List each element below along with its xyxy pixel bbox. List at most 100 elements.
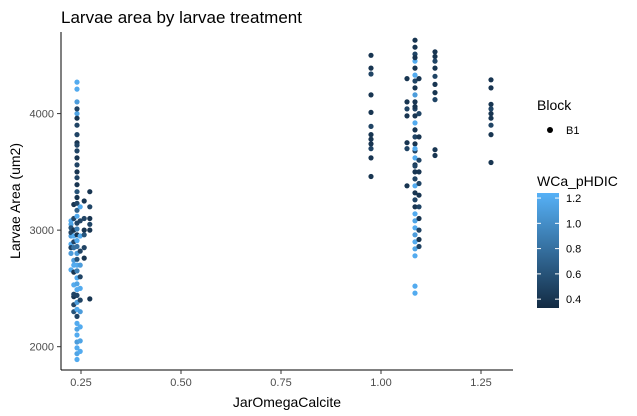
data-point <box>74 268 80 274</box>
data-point <box>87 215 93 222</box>
data-point <box>368 65 374 71</box>
data-point <box>74 243 80 250</box>
data-point <box>488 132 494 138</box>
data-point <box>87 221 93 227</box>
data-point <box>412 211 418 217</box>
data-point <box>488 115 494 121</box>
data-point <box>412 290 418 296</box>
data-point <box>74 194 80 201</box>
data-point <box>488 159 494 166</box>
data-point <box>416 204 422 210</box>
data-point <box>432 65 438 71</box>
data-point <box>368 136 374 142</box>
data-point <box>77 348 83 354</box>
data-point <box>77 204 83 210</box>
data-point <box>368 155 374 161</box>
data-point <box>488 122 494 128</box>
plot-panel: 0.25 0.50 0.75 1.00 1.25 2000 3000 4000 <box>30 32 513 389</box>
data-point <box>74 332 80 338</box>
y-tick-label: 4000 <box>30 109 54 121</box>
legend-block: Block B1 <box>537 97 579 137</box>
colorbar-tick-label: 0.8 <box>566 244 581 256</box>
data-point <box>416 134 422 140</box>
data-point <box>368 92 374 98</box>
data-point <box>368 123 374 129</box>
data-point <box>488 106 494 112</box>
x-tick-label: 0.75 <box>270 377 291 389</box>
x-axis-title: JarOmegaCalcite <box>233 394 341 410</box>
y-tick-label: 2000 <box>30 342 54 354</box>
data-point <box>74 79 80 85</box>
data-point <box>77 324 83 330</box>
data-point <box>416 243 422 250</box>
data-point <box>87 204 93 210</box>
data-point <box>77 233 83 239</box>
data-point <box>81 245 87 251</box>
data-point <box>416 215 422 222</box>
y-tick-label: 3000 <box>30 225 54 237</box>
data-point <box>412 146 418 152</box>
data-point <box>77 338 83 344</box>
data-point <box>404 106 410 112</box>
data-point <box>74 162 80 168</box>
data-point <box>412 204 418 210</box>
data-point <box>412 283 418 289</box>
data-point <box>87 189 93 195</box>
data-point <box>412 72 418 78</box>
data-point <box>416 180 422 187</box>
data-point <box>368 132 374 138</box>
data-point <box>74 292 80 298</box>
data-point <box>368 52 374 58</box>
data-point <box>74 207 80 213</box>
data-point <box>412 239 418 245</box>
data-point <box>412 190 418 196</box>
data-point <box>74 281 80 287</box>
data-point <box>412 92 418 98</box>
data-point <box>74 189 80 195</box>
data-point <box>77 218 83 224</box>
data-point <box>412 141 418 147</box>
data-point <box>74 313 80 319</box>
data-point <box>81 227 87 233</box>
data-point <box>412 134 418 140</box>
data-point <box>77 309 83 315</box>
data-point <box>74 226 80 232</box>
colorbar-tick-label: 1.0 <box>566 218 581 230</box>
data-point <box>412 99 418 105</box>
data-point <box>432 147 438 153</box>
data-point <box>74 86 80 92</box>
x-axis-ticks: 0.25 0.50 0.75 1.00 1.25 <box>70 370 492 389</box>
data-point <box>74 142 80 148</box>
data-point <box>412 155 418 161</box>
data-point <box>81 255 87 261</box>
data-point <box>74 213 80 219</box>
data-point <box>404 140 410 146</box>
data-point <box>412 176 418 182</box>
data-point <box>412 183 418 189</box>
data-point <box>74 148 80 154</box>
data-point <box>74 200 80 206</box>
data-point <box>368 173 374 180</box>
data-point <box>412 120 418 126</box>
data-point <box>412 232 418 238</box>
x-tick-label: 0.50 <box>170 377 191 389</box>
data-point <box>74 99 80 105</box>
data-point <box>488 77 494 83</box>
data-point <box>412 246 418 252</box>
data-point <box>412 127 418 133</box>
data-point <box>404 99 410 105</box>
data-point <box>432 81 438 87</box>
x-tick-label: 0.25 <box>70 377 91 389</box>
data-point <box>412 163 418 169</box>
data-point <box>74 320 80 326</box>
data-point <box>68 250 74 256</box>
data-point <box>488 111 494 117</box>
legend-block-label: B1 <box>566 125 579 137</box>
x-tick-label: 1.25 <box>470 377 491 389</box>
data-point <box>416 157 422 163</box>
data-point <box>432 152 438 159</box>
data-point <box>77 248 83 254</box>
data-point <box>412 55 418 61</box>
data-point <box>74 111 80 117</box>
data-point <box>74 115 80 121</box>
